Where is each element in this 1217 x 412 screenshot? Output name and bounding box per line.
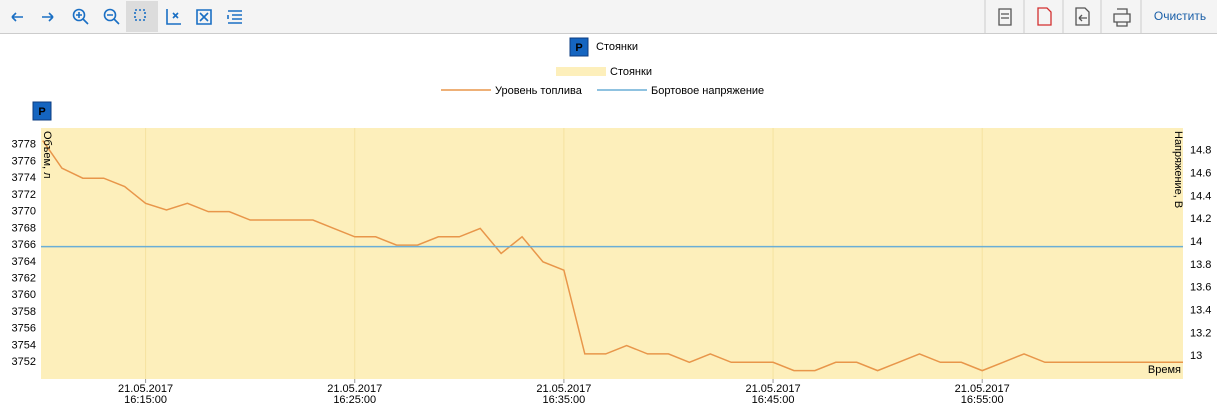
y-tick-label: 3764 [12, 256, 36, 268]
y2-tick-label: 13.6 [1190, 282, 1211, 294]
back-button[interactable] [11, 12, 23, 22]
y2-tick-label: 14.8 [1190, 145, 1211, 157]
clear-button[interactable]: Очистить [1154, 9, 1206, 23]
legend-label: Стоянки [596, 41, 638, 53]
y2-tick-label: 13.4 [1190, 304, 1211, 316]
x-tick-label: 21.05.2017 [955, 383, 1010, 395]
y-tick-label: 3754 [12, 339, 36, 351]
y-tick-label: 3770 [12, 206, 36, 218]
active-tool[interactable] [126, 1, 158, 32]
y2-tick-label: 13.8 [1190, 259, 1211, 271]
y2-tick-label: 13.2 [1190, 327, 1211, 339]
y-tick-label: 3758 [12, 306, 36, 318]
y-axis-label: Объем, л [41, 131, 53, 179]
y-tick-label: 3768 [12, 222, 36, 234]
report-button[interactable] [998, 8, 1012, 26]
export-button[interactable] [1075, 7, 1090, 26]
y2-tick-label: 14 [1190, 236, 1202, 248]
x-tick-label: 21.05.2017 [327, 383, 382, 395]
x-tick-label: 21.05.2017 [746, 383, 801, 395]
parking-band [41, 128, 1183, 379]
toolbar [0, 0, 1217, 33]
x-tick-label: 16:25:00 [333, 394, 376, 406]
fit-button[interactable] [196, 9, 212, 25]
legend-swatch [556, 67, 606, 76]
series-line [42, 140, 1183, 372]
pdf-button[interactable] [1037, 7, 1052, 26]
x-tick-label: 21.05.2017 [118, 383, 173, 395]
y2-tick-label: 13 [1190, 350, 1202, 362]
y2-axis-label: Напряжение, В [1172, 131, 1184, 208]
legend-label: Стоянки [610, 66, 652, 78]
legend-label: Бортовое напряжение [651, 85, 764, 97]
zoom-out-button[interactable] [103, 8, 120, 25]
y2-tick-label: 14.6 [1190, 168, 1211, 180]
y-tick-label: 3766 [12, 239, 36, 251]
print-button[interactable] [1113, 8, 1131, 27]
y-tick-label: 3772 [12, 189, 36, 201]
list-button[interactable] [227, 10, 242, 24]
toolbar-right-icons [998, 7, 1131, 27]
x-tick-label: 16:55:00 [961, 394, 1004, 406]
y2-tick-label: 14.4 [1190, 190, 1211, 202]
y2-tick-label: 14.2 [1190, 213, 1211, 225]
forward-button[interactable] [42, 12, 54, 22]
y-tick-label: 3760 [12, 289, 36, 301]
toolbar-separators [984, 0, 1142, 33]
legend-icon [569, 37, 589, 57]
legend-label: Уровень топлива [495, 85, 583, 97]
parking-marker-label: P [38, 106, 45, 118]
x-axis-label: Время [1148, 364, 1181, 376]
x-tick-label: 16:15:00 [124, 394, 167, 406]
y-tick-label: 3752 [12, 356, 36, 368]
y-tick-label: 3778 [12, 139, 36, 151]
y-tick-label: 3762 [12, 273, 36, 285]
y-tick-label: 3774 [12, 172, 36, 184]
x-zoom-button[interactable] [166, 9, 181, 25]
toolbar-icons [11, 8, 242, 25]
y-tick-label: 3776 [12, 155, 36, 167]
x-tick-label: 16:35:00 [542, 394, 585, 406]
y-tick-label: 3756 [12, 323, 36, 335]
zoom-in-button[interactable] [72, 8, 89, 25]
parking-marker [32, 101, 52, 121]
x-tick-label: 16:45:00 [752, 394, 795, 406]
select-zoom-button[interactable] [134, 9, 146, 21]
x-tick-label: 21.05.2017 [536, 383, 591, 395]
legend-icon-label: P [575, 42, 582, 54]
